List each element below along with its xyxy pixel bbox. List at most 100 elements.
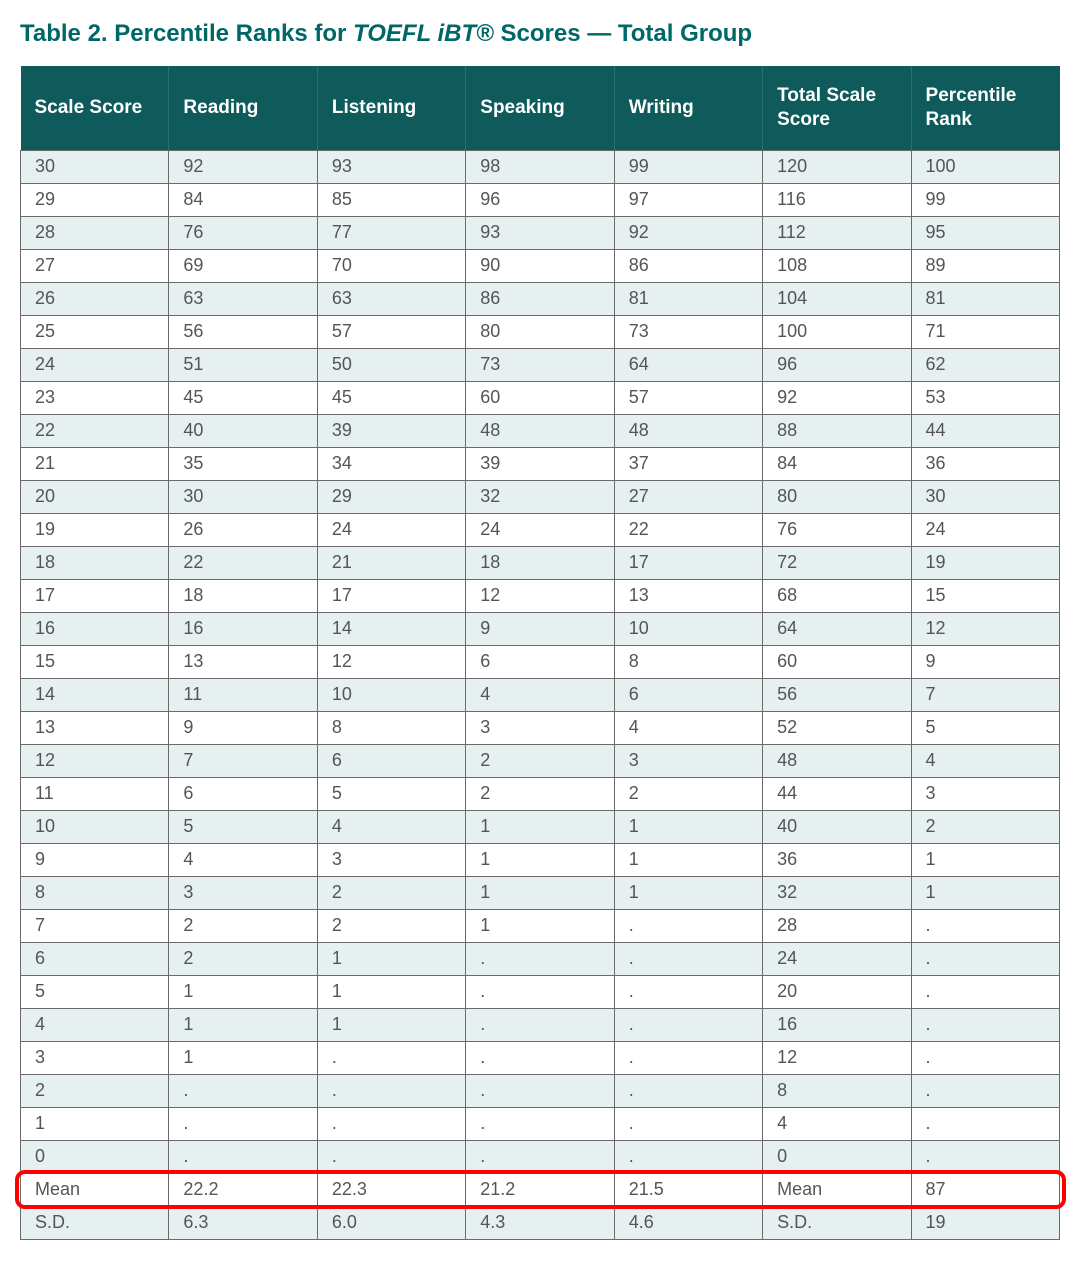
table-row: 20302932278030 <box>21 480 1060 513</box>
table-body: 3092939899120100298485969711699287677939… <box>21 150 1060 1239</box>
table-cell: 26 <box>169 513 317 546</box>
table-cell: 4 <box>317 810 465 843</box>
table-cell: 21 <box>317 546 465 579</box>
table-cell: 53 <box>911 381 1059 414</box>
table-cell: 87 <box>911 1173 1059 1206</box>
table-cell: . <box>614 975 762 1008</box>
table-cell: 5 <box>317 777 465 810</box>
table-row: 3092939899120100 <box>21 150 1060 183</box>
table-cell: 21 <box>21 447 169 480</box>
table-cell: 22 <box>21 414 169 447</box>
table-cell: 2 <box>466 744 614 777</box>
table-cell: 1 <box>614 876 762 909</box>
table-cell: 22 <box>614 513 762 546</box>
table-cell: 12 <box>763 1041 911 1074</box>
table-row: 0....0. <box>21 1140 1060 1173</box>
table-row: 266363868110481 <box>21 282 1060 315</box>
table-cell: 6 <box>466 645 614 678</box>
table-cell: 56 <box>763 678 911 711</box>
table-cell: 56 <box>169 315 317 348</box>
table-cell: . <box>911 1140 1059 1173</box>
table-cell: 15 <box>21 645 169 678</box>
table-cell: 8 <box>317 711 465 744</box>
table-cell: 92 <box>614 216 762 249</box>
table-cell: 22.3 <box>317 1173 465 1206</box>
table-cell: 37 <box>614 447 762 480</box>
table-cell: 57 <box>614 381 762 414</box>
table-cell: 98 <box>466 150 614 183</box>
table-row: 511..20. <box>21 975 1060 1008</box>
table-row: 411..16. <box>21 1008 1060 1041</box>
table-cell: 116 <box>763 183 911 216</box>
table-cell: . <box>466 1107 614 1140</box>
column-header: Scale Score <box>21 66 169 150</box>
table-cell: 29 <box>317 480 465 513</box>
table-cell: 92 <box>763 381 911 414</box>
table-cell: . <box>466 942 614 975</box>
column-header: Writing <box>614 66 762 150</box>
table-cell: 5 <box>169 810 317 843</box>
percentile-table: Scale ScoreReadingListeningSpeakingWriti… <box>20 66 1060 1240</box>
table-cell: 100 <box>911 150 1059 183</box>
table-cell: 1 <box>466 909 614 942</box>
table-cell: 45 <box>317 381 465 414</box>
table-cell: 92 <box>169 150 317 183</box>
table-cell: 11 <box>169 678 317 711</box>
table-cell: 19 <box>911 546 1059 579</box>
table-cell: . <box>911 1041 1059 1074</box>
table-cell: 24 <box>466 513 614 546</box>
table-cell: 64 <box>614 348 762 381</box>
table-cell: 22.2 <box>169 1173 317 1206</box>
table-cell: . <box>466 975 614 1008</box>
table-cell: 12 <box>317 645 465 678</box>
table-cell: 8 <box>614 645 762 678</box>
table-cell: 2 <box>317 909 465 942</box>
table-cell: . <box>911 942 1059 975</box>
table-row: 116522443 <box>21 777 1060 810</box>
table-cell: . <box>911 1107 1059 1140</box>
table-cell: 73 <box>614 315 762 348</box>
table-cell: 93 <box>317 150 465 183</box>
table-cell: . <box>466 1074 614 1107</box>
table-cell: 81 <box>614 282 762 315</box>
table-cell: 50 <box>317 348 465 381</box>
table-cell: 3 <box>21 1041 169 1074</box>
table-cell: 32 <box>466 480 614 513</box>
table-cell: 71 <box>911 315 1059 348</box>
table-cell: 10 <box>21 810 169 843</box>
table-cell: 14 <box>317 612 465 645</box>
table-cell: 1 <box>317 942 465 975</box>
table-cell: 7 <box>21 909 169 942</box>
table-cell: 44 <box>763 777 911 810</box>
table-row: 276970908610889 <box>21 249 1060 282</box>
table-cell: 0 <box>763 1140 911 1173</box>
table-cell: 35 <box>169 447 317 480</box>
table-cell: 30 <box>911 480 1059 513</box>
table-cell: 24 <box>21 348 169 381</box>
table-cell: . <box>911 975 1059 1008</box>
table-cell: 9 <box>21 843 169 876</box>
table-row: 21353439378436 <box>21 447 1060 480</box>
table-cell: . <box>317 1107 465 1140</box>
column-header: Total Scale Score <box>763 66 911 150</box>
table-cell: 27 <box>21 249 169 282</box>
table-row: Mean22.222.321.221.5Mean87 <box>21 1173 1060 1206</box>
table-cell: 3 <box>614 744 762 777</box>
table-row: 2....8. <box>21 1074 1060 1107</box>
table-cell: . <box>614 1041 762 1074</box>
table-cell: 2 <box>169 909 317 942</box>
table-cell: 30 <box>169 480 317 513</box>
table-cell: 24 <box>763 942 911 975</box>
table-cell: 1 <box>911 843 1059 876</box>
table-cell: 76 <box>169 216 317 249</box>
table-cell: 12 <box>21 744 169 777</box>
table-cell: 32 <box>763 876 911 909</box>
column-header: Percentile Rank <box>911 66 1059 150</box>
table-cell: . <box>169 1107 317 1140</box>
table-cell: 4.3 <box>466 1206 614 1239</box>
table-cell: . <box>169 1140 317 1173</box>
title-prefix: Table 2. Percentile Ranks for <box>20 20 353 47</box>
table-cell: 63 <box>169 282 317 315</box>
table-cell: 9 <box>169 711 317 744</box>
table-cell: 4 <box>763 1107 911 1140</box>
